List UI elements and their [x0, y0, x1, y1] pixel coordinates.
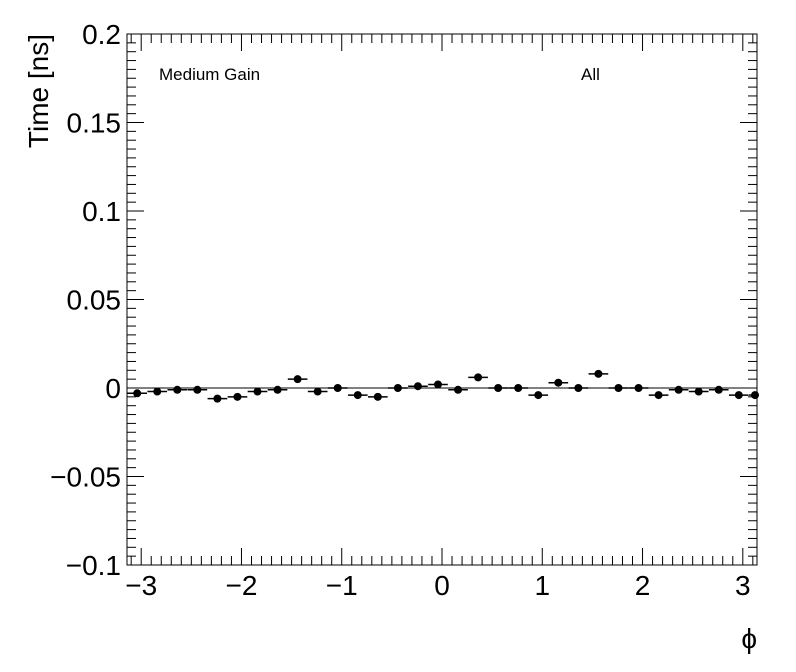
data-point	[674, 385, 683, 394]
data-point	[554, 378, 563, 387]
data-point	[313, 387, 322, 396]
x-tick-label: 0	[434, 570, 450, 601]
x-axis: −3 −2 −1 0 1 2 3	[125, 34, 754, 601]
annotation-medium-gain: Medium Gain	[159, 65, 260, 84]
data-point	[534, 391, 543, 400]
data-point	[233, 392, 242, 401]
annotation-all: All	[581, 65, 600, 84]
data-point	[273, 385, 282, 394]
data-point	[193, 385, 202, 394]
data-point	[574, 384, 583, 392]
data-point	[634, 384, 643, 392]
data-point	[353, 391, 362, 400]
x-tick-label: 1	[534, 570, 550, 601]
data-point	[293, 375, 302, 384]
y-axis-title: Time [ns]	[23, 34, 54, 148]
data-point	[494, 384, 503, 392]
data-point	[614, 384, 623, 392]
y-tick-label: 0.1	[82, 196, 121, 227]
x-tick-label: 3	[735, 570, 751, 601]
plot-frame	[126, 33, 758, 566]
y-tick-label: 0.2	[82, 19, 121, 50]
data-point	[514, 384, 523, 392]
data-point	[393, 384, 402, 392]
data-point	[714, 385, 723, 394]
data-point	[173, 385, 182, 394]
y-tick-label: 0	[105, 373, 121, 404]
data-point	[413, 382, 422, 391]
x-tick-label: −1	[326, 570, 358, 601]
y-axis: −0.1 −0.05 0 0.05 0.1 0.15 0.2	[50, 19, 757, 581]
x-tick-label: −3	[125, 570, 157, 601]
y-tick-label: −0.1	[66, 550, 121, 581]
data-point	[594, 369, 603, 378]
data-point	[333, 384, 342, 392]
y-tick-label: 0.15	[67, 108, 122, 139]
data-point	[751, 391, 759, 400]
data-point	[373, 392, 382, 401]
x-tick-label: −2	[225, 570, 257, 601]
data-point	[133, 389, 142, 398]
data-point	[694, 387, 703, 396]
data-point	[153, 387, 162, 396]
x-tick-label: 2	[635, 570, 651, 601]
data-point	[734, 391, 743, 400]
data-point	[654, 391, 663, 400]
y-tick-label: −0.05	[50, 462, 121, 493]
x-axis-title: ϕ	[741, 623, 757, 654]
data-point	[433, 380, 442, 389]
data-point	[454, 385, 463, 394]
data-point	[253, 387, 262, 396]
data-point	[213, 394, 222, 403]
y-tick-label: 0.05	[67, 285, 122, 316]
data-series	[127, 369, 759, 403]
data-point	[474, 373, 483, 382]
